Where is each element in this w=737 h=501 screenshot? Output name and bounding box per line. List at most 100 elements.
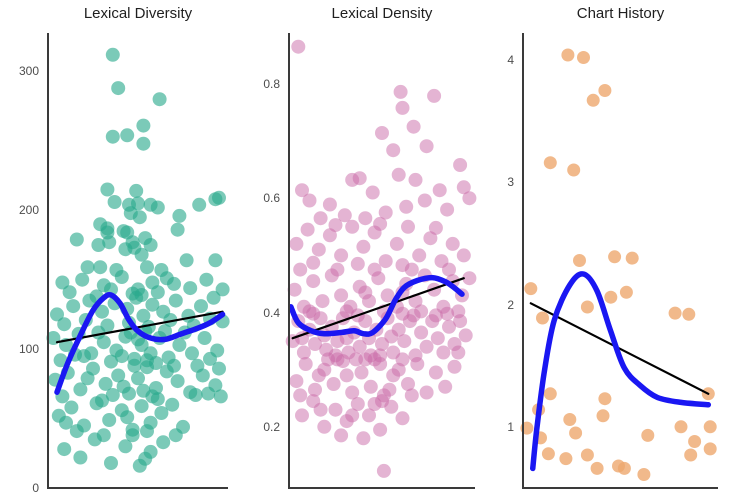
scatter-point bbox=[375, 337, 389, 351]
scatter-point bbox=[194, 299, 208, 314]
scatter-point bbox=[131, 371, 145, 386]
scatter-point bbox=[384, 329, 399, 344]
scatter-point bbox=[462, 191, 477, 206]
panel-chart-history bbox=[520, 33, 718, 489]
scatter-point bbox=[185, 346, 199, 361]
scatter-point bbox=[50, 307, 64, 322]
scatter-point bbox=[356, 239, 371, 254]
scatter-point bbox=[458, 328, 473, 343]
scatter-point bbox=[395, 306, 410, 321]
scatter-point bbox=[140, 360, 154, 375]
scatter-point bbox=[328, 218, 343, 233]
scatter-point bbox=[158, 324, 172, 339]
scatter-point bbox=[143, 238, 158, 252]
scatter-point bbox=[345, 408, 360, 423]
scatter-point bbox=[308, 337, 322, 351]
scatter-point bbox=[598, 392, 612, 406]
scatter-point bbox=[358, 285, 373, 300]
scatter-points bbox=[46, 47, 230, 473]
scatter-point bbox=[188, 388, 203, 402]
scatter-point bbox=[208, 253, 223, 268]
scatter-point bbox=[619, 285, 633, 299]
scatter-point bbox=[102, 413, 117, 427]
scatter-point bbox=[57, 317, 72, 332]
y-tick-label: 4 bbox=[507, 52, 514, 67]
scatter-point bbox=[456, 248, 471, 263]
scatter-point bbox=[350, 256, 365, 271]
scatter-point bbox=[596, 409, 610, 423]
scatter-point bbox=[417, 193, 432, 208]
scatter-point bbox=[391, 167, 406, 182]
scatter-point bbox=[395, 352, 410, 367]
scatter-point bbox=[350, 397, 365, 411]
scatter-point bbox=[682, 307, 696, 321]
scatter-point bbox=[436, 345, 451, 360]
scatter-point bbox=[440, 202, 455, 217]
scatter-point bbox=[365, 185, 380, 200]
scatter-point bbox=[414, 325, 429, 340]
scatter-point bbox=[536, 311, 549, 325]
scatter-point bbox=[330, 262, 345, 277]
scatter-point bbox=[80, 371, 95, 386]
scatter-point bbox=[541, 447, 555, 461]
scatter-point bbox=[170, 222, 185, 237]
scatter-point bbox=[393, 84, 408, 99]
scatter-point bbox=[386, 143, 401, 158]
scatter-point bbox=[345, 219, 360, 234]
scatter-point bbox=[197, 331, 212, 345]
scatter-point bbox=[337, 208, 352, 223]
scatter-point bbox=[410, 357, 425, 371]
scatter-point bbox=[363, 379, 378, 394]
scatter-point bbox=[378, 205, 393, 220]
scatter-point bbox=[580, 300, 594, 314]
scatter-point bbox=[80, 260, 95, 275]
scatter-point bbox=[134, 288, 149, 302]
scatter-point bbox=[322, 197, 337, 212]
scatter-point bbox=[134, 399, 149, 414]
scatter-point bbox=[358, 352, 373, 367]
scatter-point bbox=[212, 361, 226, 376]
scatter-point bbox=[140, 260, 154, 275]
scatter-point bbox=[140, 424, 154, 439]
scatter-point bbox=[308, 382, 322, 397]
scatter-point bbox=[440, 306, 455, 321]
scatter-point bbox=[91, 325, 106, 340]
scatter-point bbox=[367, 262, 382, 277]
scatter-point bbox=[203, 351, 217, 366]
scatter-point bbox=[167, 358, 181, 373]
scatter-point bbox=[334, 248, 349, 263]
scatter-point bbox=[423, 231, 438, 246]
scatter-point bbox=[376, 463, 391, 478]
scatter-point bbox=[367, 397, 382, 411]
scatter-point bbox=[199, 272, 214, 287]
scatter-point bbox=[406, 119, 421, 134]
scatter-point bbox=[617, 461, 631, 475]
scatter-point bbox=[213, 389, 228, 404]
scatter-point bbox=[134, 247, 149, 262]
scatter-point bbox=[168, 293, 183, 308]
scatter-point bbox=[427, 88, 442, 103]
scatter-point bbox=[362, 408, 376, 423]
scatter-point bbox=[93, 260, 108, 275]
scatter-point bbox=[53, 353, 68, 368]
scatter-point bbox=[567, 163, 581, 177]
scatter-point bbox=[563, 413, 577, 426]
scatter-point bbox=[172, 208, 187, 223]
panel-lexical-diversity bbox=[46, 33, 230, 489]
y-tick-label: 3 bbox=[507, 175, 514, 190]
panel-lexical-density bbox=[285, 33, 477, 489]
scatter-point bbox=[352, 339, 367, 354]
scatter-point bbox=[637, 468, 651, 481]
scatter-point bbox=[524, 282, 538, 296]
scatter-point bbox=[114, 270, 129, 284]
scatter-point bbox=[129, 183, 144, 198]
scatter-point bbox=[419, 385, 434, 400]
scatter-point bbox=[313, 211, 328, 226]
scatter-point bbox=[154, 406, 169, 420]
scatter-point bbox=[102, 235, 117, 250]
scatter-point bbox=[428, 365, 443, 380]
scatter-point bbox=[170, 374, 185, 389]
y-tick-label: 2 bbox=[507, 297, 514, 312]
scatter-point bbox=[328, 402, 343, 417]
